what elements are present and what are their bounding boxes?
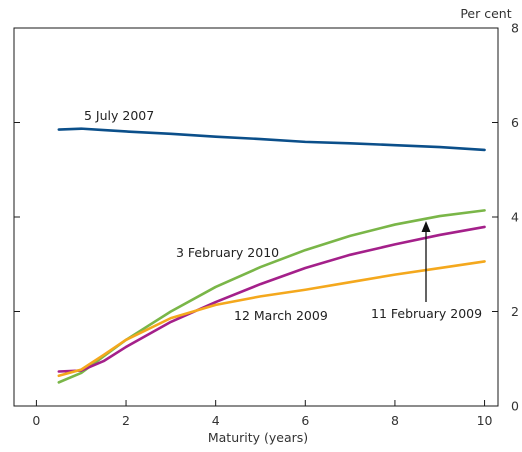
series-11-february-2009	[57, 225, 486, 373]
series-3-february-2010	[57, 209, 486, 384]
series-12-march-2009	[57, 260, 486, 378]
series-5-july-2007	[57, 127, 486, 152]
x-tick-label: 2	[122, 413, 130, 428]
x-tick-label: 10	[477, 413, 493, 428]
y-axis-title: Per cent	[460, 6, 511, 21]
y-tick-label: 6	[511, 115, 519, 130]
line-5-july-2007	[57, 127, 486, 152]
x-tick-label: 0	[32, 413, 40, 428]
line-11-february-2009	[57, 225, 486, 373]
axis-ticks: 0 2 4 6 8 10 0 2 4 6 8	[14, 21, 519, 428]
x-tick-label: 8	[391, 413, 399, 428]
annotation-11-february-2009: 11 February 2009	[371, 306, 482, 321]
y-tick-label: 2	[511, 304, 519, 319]
y-tick-label: 0	[511, 399, 519, 414]
annotation-12-march-2009: 12 March 2009	[234, 308, 328, 323]
annotation-5-july-2007: 5 July 2007	[84, 108, 154, 123]
plot-frame	[13, 27, 499, 407]
line-12-march-2009	[57, 260, 486, 378]
annotation-3-february-2010: 3 February 2010	[176, 245, 279, 260]
annotation-arrow-head	[421, 221, 431, 232]
series-lines	[57, 127, 486, 384]
y-tick-label: 4	[511, 210, 519, 225]
y-tick-label: 8	[511, 21, 519, 36]
x-tick-label: 6	[301, 413, 309, 428]
line-3-february-2010	[57, 209, 486, 384]
x-axis-title: Maturity (years)	[208, 430, 308, 445]
x-tick-label: 4	[212, 413, 220, 428]
